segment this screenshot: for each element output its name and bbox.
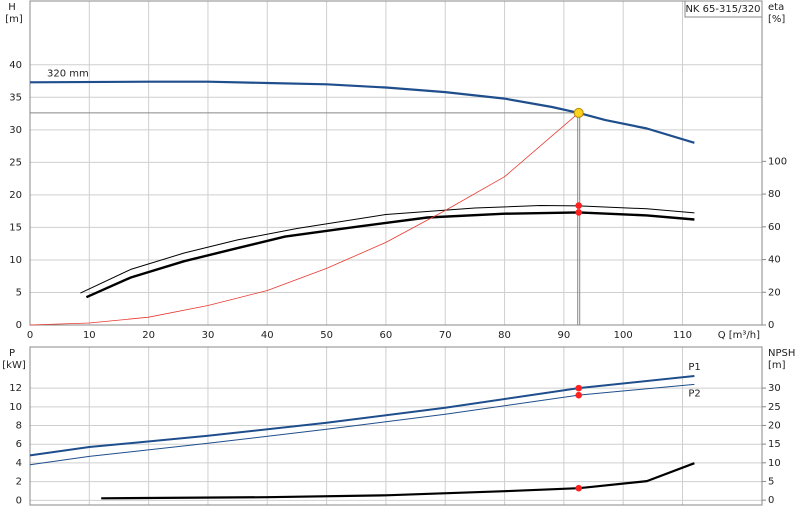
y2-tick-label: 40 <box>768 255 781 266</box>
series-label: P2 <box>688 388 700 399</box>
y2-axis-unit: [m] <box>768 360 786 371</box>
title-box <box>684 0 763 18</box>
series-label: P1 <box>688 362 700 373</box>
curve <box>80 205 695 294</box>
x-tick-label: 30 <box>202 330 215 341</box>
y2-tick-label: 30 <box>768 383 781 394</box>
y2-tick-label: 80 <box>768 189 781 200</box>
y-axis-unit: [m] <box>5 14 23 25</box>
x-tick-label: 100 <box>614 330 633 341</box>
y-tick-label: 35 <box>9 92 22 103</box>
curve <box>29 112 579 326</box>
y2-axis-label: eta <box>768 2 784 13</box>
marker <box>575 384 583 392</box>
y-tick-label: 6 <box>16 439 22 450</box>
y2-tick-label: 0 <box>768 495 774 506</box>
x-tick-label: 20 <box>142 330 155 341</box>
operating-point <box>573 107 584 118</box>
x-tick-label: 40 <box>261 330 274 341</box>
y-tick-label: 15 <box>9 222 22 233</box>
y-tick-label: 40 <box>9 60 22 71</box>
marker <box>575 202 583 209</box>
x-tick-label: 50 <box>320 330 333 341</box>
x-tick-label: 80 <box>498 330 511 341</box>
y2-tick-label: 25 <box>768 402 781 413</box>
curve <box>29 80 695 144</box>
y-tick-label: 2 <box>16 477 22 488</box>
y2-axis-unit: [%] <box>768 14 785 25</box>
curve <box>85 211 695 299</box>
annotation: 320 mm <box>47 68 89 79</box>
x-tick-label: 70 <box>439 330 452 341</box>
y-axis-unit: [kW] <box>2 360 26 371</box>
x-tick-label: 90 <box>558 330 571 341</box>
y2-tick-label: 20 <box>768 287 781 298</box>
y2-tick-label: 10 <box>768 458 781 469</box>
y2-tick-label: 0 <box>768 320 774 331</box>
x-axis-label: Q [m³/h] <box>718 330 760 341</box>
y2-axis-label: NPSH <box>768 348 795 359</box>
y-tick-label: 12 <box>9 383 22 394</box>
y-tick-label: 8 <box>16 421 22 432</box>
y2-tick-label: 5 <box>768 476 774 487</box>
marker <box>575 484 583 492</box>
y-axis-label: P <box>9 348 15 359</box>
y-tick-label: 0 <box>16 320 22 331</box>
plot-frame <box>29 346 763 506</box>
y2-tick-label: 100 <box>768 156 787 167</box>
marker <box>575 209 583 216</box>
y-tick-label: 20 <box>9 190 22 201</box>
y-axis-label: H <box>8 2 16 13</box>
y-tick-label: 4 <box>16 458 22 469</box>
x-tick-label: 60 <box>380 330 393 341</box>
marker <box>575 391 583 399</box>
y-tick-label: 0 <box>16 495 22 506</box>
y-tick-label: 10 <box>9 402 22 413</box>
plot-frame <box>29 0 763 326</box>
curve <box>101 462 695 500</box>
y-tick-label: 30 <box>9 125 22 136</box>
y2-tick-label: 15 <box>768 439 781 450</box>
chart-title: NK 65-315/320 <box>685 4 760 15</box>
y-tick-label: 25 <box>9 157 22 168</box>
y-tick-label: 5 <box>16 287 22 298</box>
x-tick-label: 10 <box>83 330 96 341</box>
x-tick-label: 110 <box>673 330 692 341</box>
x-tick-label: 0 <box>27 330 33 341</box>
y2-tick-label: 20 <box>768 420 781 431</box>
y2-tick-label: 60 <box>768 222 781 233</box>
y-tick-label: 10 <box>9 255 22 266</box>
